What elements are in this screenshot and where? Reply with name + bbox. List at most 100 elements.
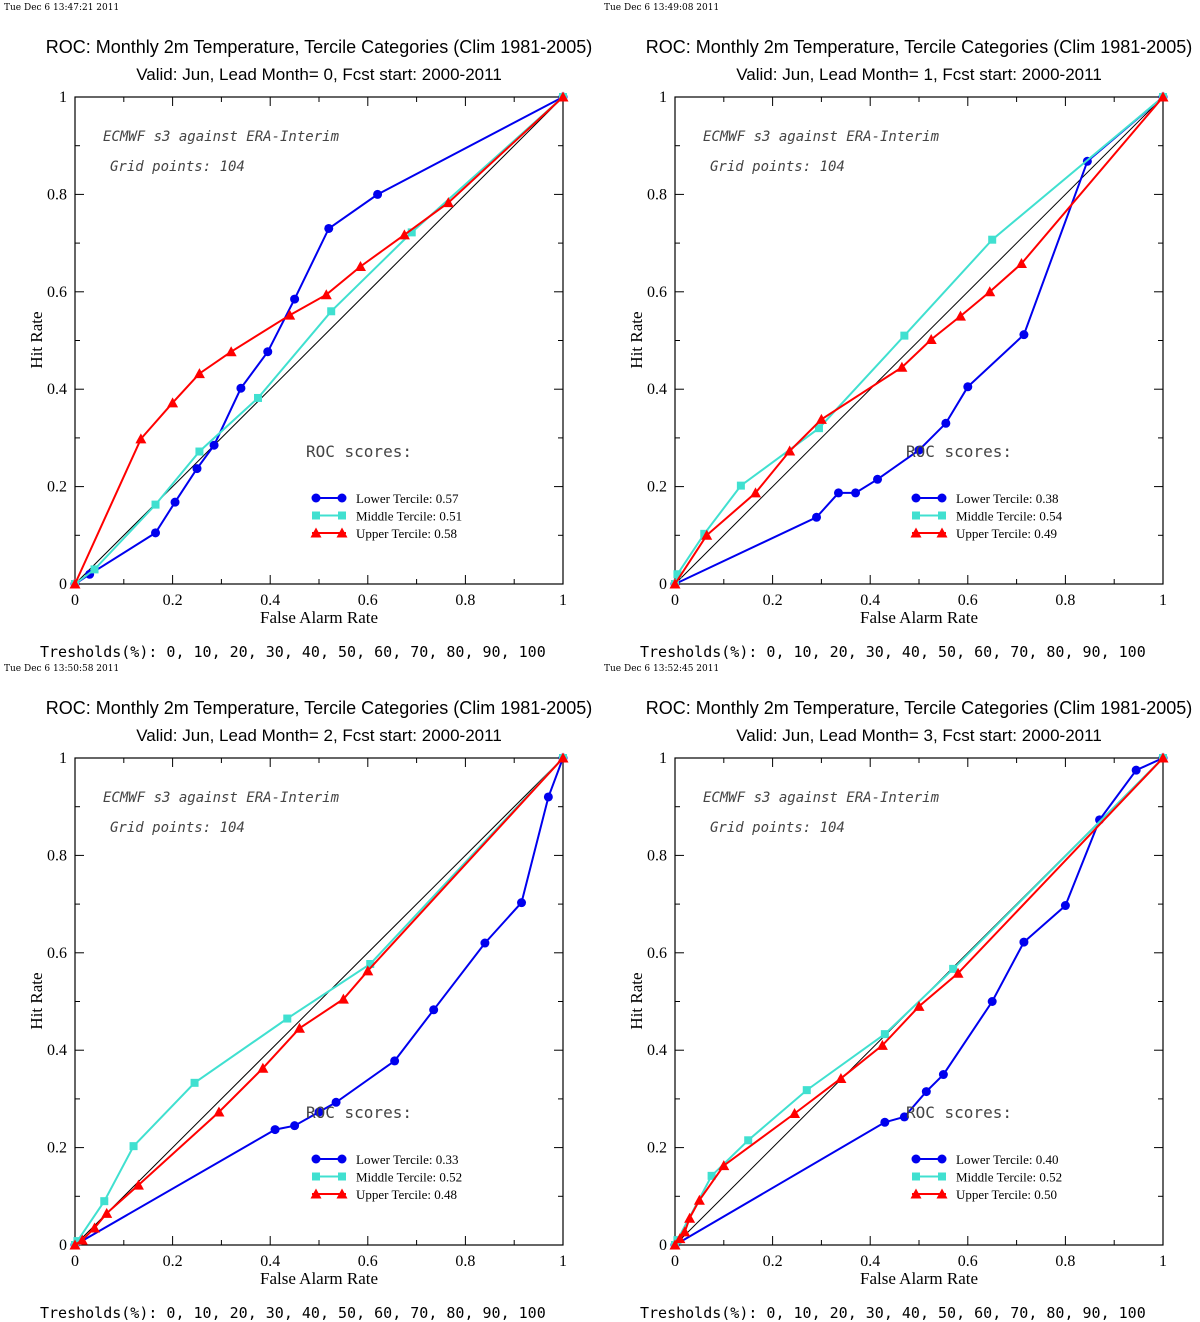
timestamp: Tue Dec 6 13:47:21 2011 (4, 3, 119, 13)
data-point (912, 1172, 920, 1181)
y-tick-label: 0.6 (47, 284, 67, 301)
data-point (311, 1154, 321, 1164)
annotation-grid-points: Grid points: 104 (110, 159, 245, 175)
x-tick-label: 0.2 (763, 1253, 783, 1270)
data-point (921, 1087, 931, 1097)
x-tick-label: 0.4 (860, 592, 880, 609)
x-tick-label: 1 (559, 1253, 567, 1270)
series-layer (69, 91, 569, 589)
x-axis-label: False Alarm Rate (860, 1269, 978, 1288)
annotation-grid-points: Grid points: 104 (110, 820, 245, 836)
series-line (674, 96, 1164, 585)
y-tick-label: 0.8 (47, 847, 67, 864)
data-point (750, 487, 762, 498)
data-point (833, 488, 843, 498)
data-point (517, 898, 527, 908)
tick-layer: 0 0.2 0.4 0.6 0.8 1 0 0.2 0.4 0.6 0.8 1 (647, 750, 1167, 1270)
series-line (74, 96, 564, 585)
data-point (880, 1030, 889, 1039)
data-point (543, 792, 553, 802)
data-point (336, 1188, 348, 1199)
thresholds-footer: Tresholds(%): 0, 10, 20, 30, 40, 50, 60,… (640, 643, 1146, 661)
data-point (937, 1154, 947, 1164)
legend-entry-label: Upper Tercile: 0.50 (956, 1187, 1057, 1202)
data-point (802, 1086, 811, 1095)
roc-chart: Tue Dec 6 13:49:08 2011 ROC: Monthly 2m … (604, 3, 1192, 661)
y-tick-label: 0.8 (647, 186, 667, 203)
data-point (331, 1097, 341, 1107)
data-point (73, 1237, 82, 1246)
thresholds-footer: Tresholds(%): 0, 10, 20, 30, 40, 50, 60,… (640, 1304, 1146, 1322)
data-point (1157, 752, 1169, 763)
data-point (937, 493, 947, 503)
annotation-model: ECMWF s3 against ERA-Interim (703, 790, 940, 806)
data-point (925, 334, 937, 345)
data-point (225, 346, 237, 357)
legend-entry-label: Lower Tercile: 0.33 (356, 1152, 458, 1167)
chart-title: ROC: Monthly 2m Temperature, Tercile Cat… (646, 698, 1193, 718)
data-point (429, 1005, 439, 1015)
data-point (398, 229, 410, 240)
data-point (290, 294, 300, 304)
thresholds-footer: Tresholds(%): 0, 10, 20, 30, 40, 50, 60,… (40, 1304, 546, 1322)
legend-entry-label: Middle Tercile: 0.52 (356, 1170, 462, 1185)
thresholds-footer: Tresholds(%): 0, 10, 20, 30, 40, 50, 60,… (40, 643, 546, 661)
data-point (1060, 901, 1070, 911)
x-tick-label: 0.4 (260, 1253, 280, 1270)
y-tick-label: 0.8 (647, 847, 667, 864)
x-axis-label: False Alarm Rate (860, 608, 978, 627)
legend-entry-label: Upper Tercile: 0.49 (956, 526, 1057, 541)
data-point (784, 445, 796, 456)
annotation-grid-points: Grid points: 104 (710, 159, 845, 175)
data-point (1019, 330, 1029, 340)
data-point (744, 1136, 753, 1145)
data-point (812, 512, 822, 522)
roc-chart: Tue Dec 6 13:52:45 2011 ROC: Monthly 2m … (604, 664, 1193, 1322)
legend-entry-label: Lower Tercile: 0.57 (356, 491, 459, 506)
data-point (209, 440, 219, 450)
data-point (789, 1108, 801, 1119)
data-point (336, 527, 348, 538)
y-tick-label: 0.4 (47, 1042, 67, 1059)
data-point (910, 1188, 922, 1199)
x-tick-label: 0.8 (455, 592, 475, 609)
timestamp: Tue Dec 6 13:50:58 2011 (4, 664, 119, 674)
legend-entry-label: Lower Tercile: 0.40 (956, 1152, 1058, 1167)
x-tick-label: 0 (671, 592, 679, 609)
data-point (89, 1222, 101, 1233)
data-point (912, 511, 920, 520)
x-tick-label: 0.2 (763, 592, 783, 609)
y-tick-label: 0 (659, 1237, 667, 1254)
data-point (938, 1172, 946, 1181)
x-tick-label: 0 (71, 592, 79, 609)
timestamp: Tue Dec 6 13:49:08 2011 (604, 3, 719, 13)
plot-frame (674, 96, 1164, 585)
y-tick-label: 1 (659, 750, 667, 767)
legend: Lower Tercile: 0.33 Middle Tercile: 0.52 U… (310, 1152, 462, 1202)
data-point (69, 1239, 81, 1250)
data-point (362, 965, 374, 976)
data-point (310, 1188, 322, 1199)
series-layer (669, 91, 1169, 589)
chart-subtitle: Valid: Jun, Lead Month= 2, Fcst start: 2… (136, 726, 502, 745)
data-point (911, 493, 921, 503)
data-point (193, 368, 205, 379)
legend-entry-label: Upper Tercile: 0.58 (356, 526, 457, 541)
data-point (987, 997, 997, 1006)
y-tick-label: 0.2 (47, 1140, 67, 1157)
plot-frame (74, 96, 564, 585)
plot-frame (674, 757, 1164, 1246)
data-point (354, 260, 366, 271)
legend-entry-label: Middle Tercile: 0.51 (356, 509, 462, 524)
data-point (129, 1142, 138, 1151)
data-point (366, 960, 375, 969)
y-tick-label: 1 (59, 750, 67, 767)
data-point (684, 1212, 696, 1223)
roc-panel-lead-1: Tue Dec 6 13:49:08 2011 ROC: Monthly 2m … (600, 0, 1200, 661)
data-point (938, 511, 946, 520)
annotation-model: ECMWF s3 against ERA-Interim (103, 790, 340, 806)
data-point (669, 1239, 681, 1250)
data-point (327, 307, 336, 316)
data-point (167, 397, 179, 408)
data-point (373, 189, 383, 199)
